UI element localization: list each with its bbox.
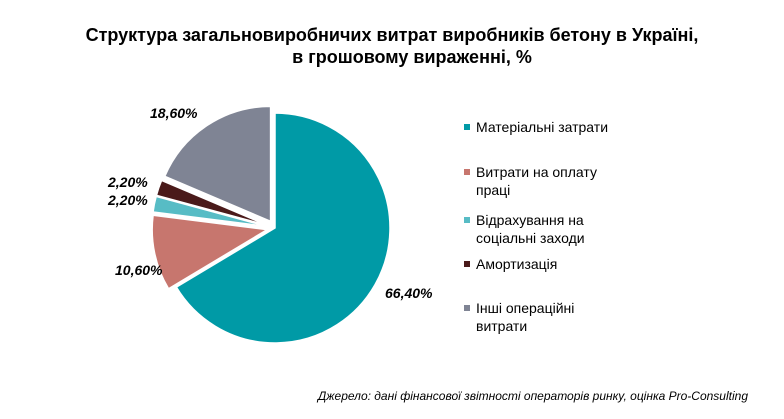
legend-item-3: Відрахування на соціальні заходи [464, 211, 634, 247]
legend-swatch [464, 217, 470, 223]
legend-label: Відрахування на соціальні заходи [476, 212, 585, 246]
chart-title-line-2: в грошовому вираженні, % [292, 47, 532, 67]
legend-item-1: Матеріальні затрати [464, 118, 634, 136]
data-label-1: 66,40% [385, 285, 433, 301]
legend-swatch [464, 305, 470, 311]
data-label-5: 18,60% [150, 105, 198, 121]
data-label-4: 2,20% [107, 174, 148, 190]
pie-slice-5 [163, 105, 272, 223]
pie-slice-1 [175, 112, 391, 344]
legend-label: Витрати на оплату праці [476, 164, 597, 198]
legend-swatch [464, 124, 470, 130]
pie-slice-3 [152, 195, 268, 228]
chart-title: Структура загальновиробничих витрат виро… [0, 24, 784, 68]
data-label-3: 2,20% [107, 192, 148, 208]
source-note: Джерело: дані фінансової звітності опера… [317, 389, 748, 403]
legend-swatch [464, 169, 470, 175]
legend-label: Амортизація [476, 256, 558, 272]
legend-item-5: Інші операційні витрати [464, 299, 634, 335]
chart-title-line-1: Структура загальновиробничих витрат виро… [85, 25, 699, 45]
legend-label: Матеріальні затрати [476, 119, 609, 135]
pie-slice-2 [151, 214, 270, 290]
pie-slice-4 [155, 179, 268, 227]
legend-label: Інші операційні витрати [476, 300, 575, 334]
legend-item-4: Амортизація [464, 255, 634, 273]
legend-swatch [464, 261, 470, 267]
legend-item-2: Витрати на оплату праці [464, 163, 634, 199]
data-label-2: 10,60% [115, 262, 163, 278]
